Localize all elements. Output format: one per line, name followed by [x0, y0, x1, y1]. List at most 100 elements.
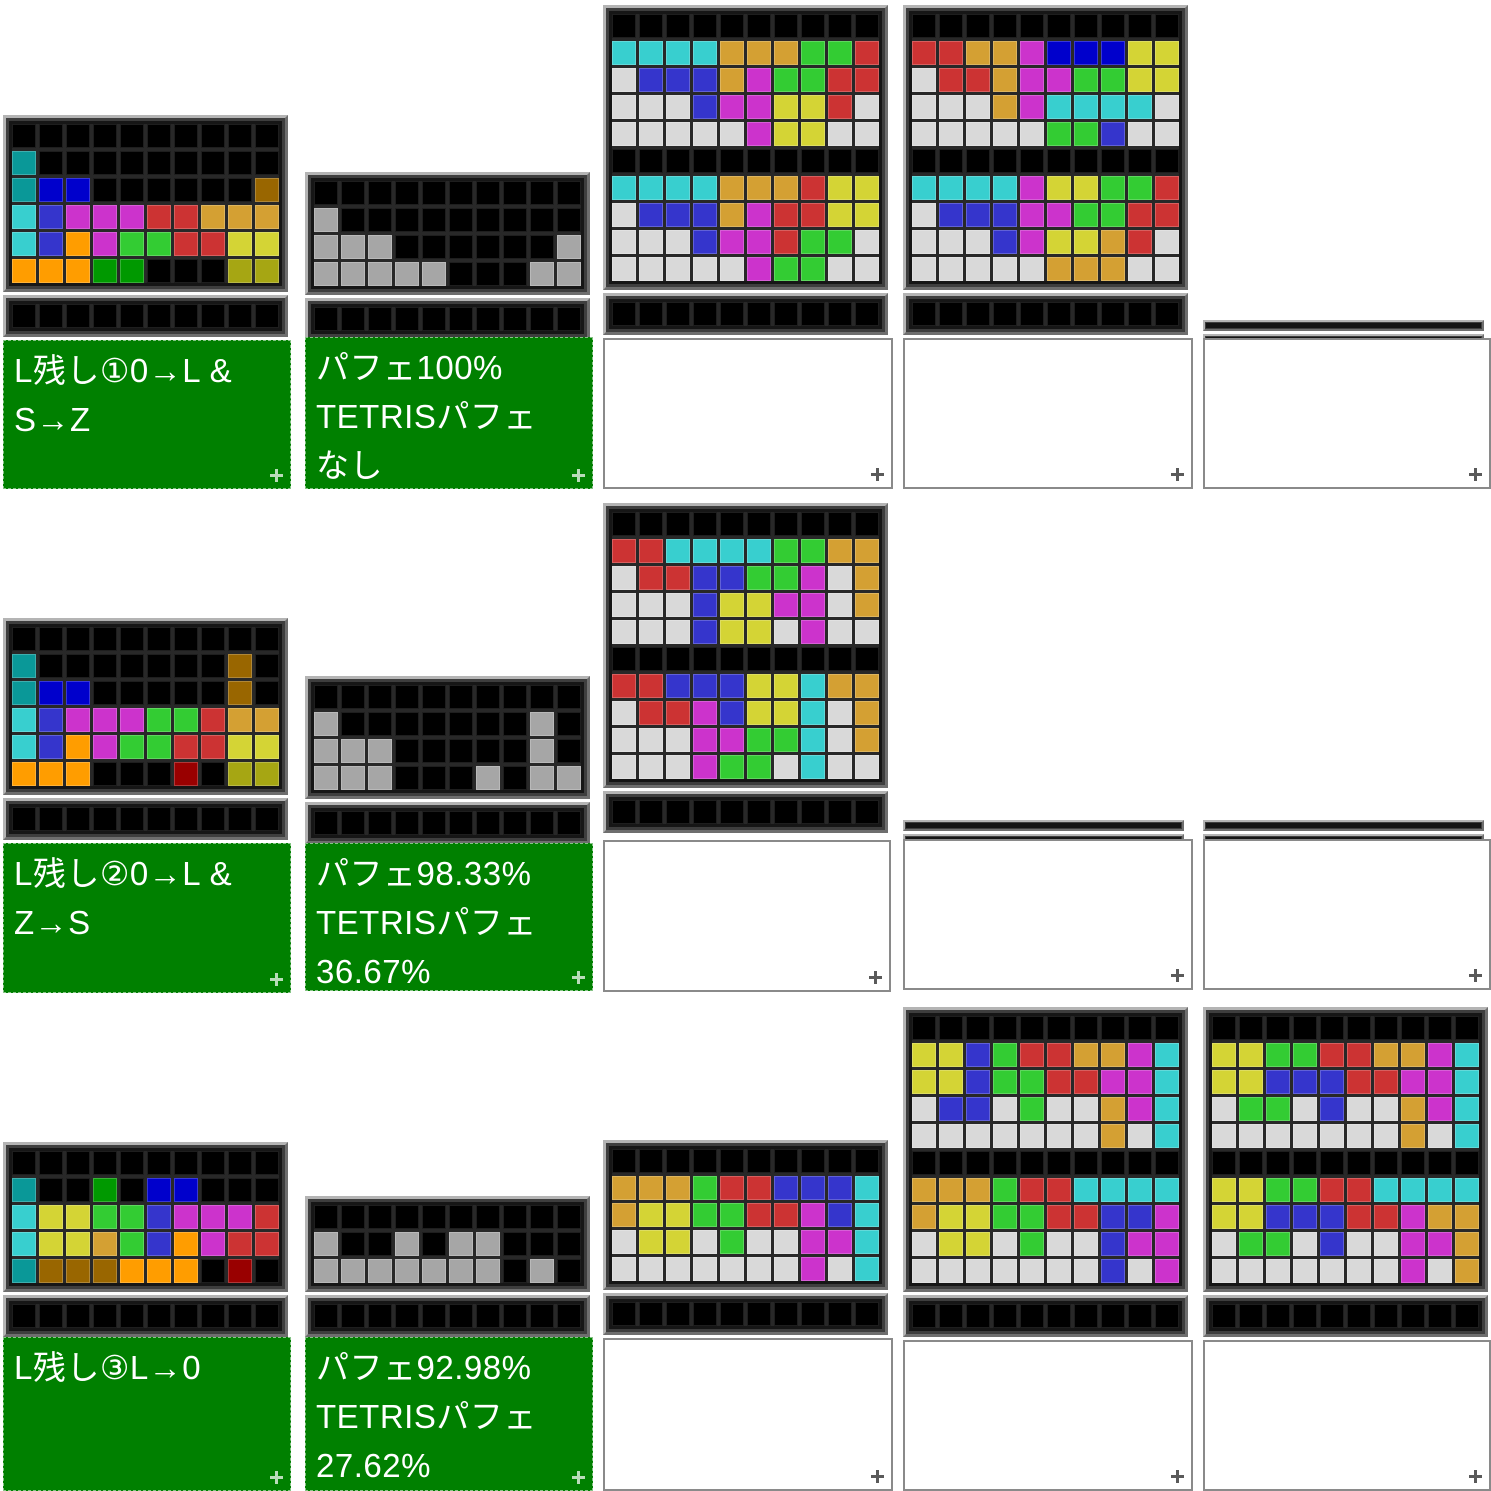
cell [939, 203, 963, 227]
cell [612, 1257, 636, 1281]
cell [1047, 122, 1071, 146]
cell [503, 685, 527, 709]
cell [801, 593, 825, 617]
cell [828, 149, 852, 173]
caption-row3-note-a[interactable] [603, 1338, 893, 1491]
cell [314, 235, 338, 259]
tetris-board-row3-variant-b[interactable] [903, 1007, 1188, 1337]
cell [828, 95, 852, 119]
cell [693, 203, 717, 227]
cell [174, 1178, 198, 1202]
cell [693, 620, 717, 644]
cell [39, 1151, 63, 1175]
board-bottom-strip-frame [603, 791, 888, 833]
cell [228, 124, 252, 148]
tetris-board-row1-start-color[interactable] [3, 115, 288, 337]
cell [939, 1205, 963, 1229]
cell [639, 1176, 663, 1200]
cell [774, 1257, 798, 1281]
caption-row2-note-c[interactable] [1203, 839, 1491, 990]
cell [12, 627, 36, 651]
cell [449, 1205, 473, 1229]
caption-row3-note-c[interactable] [1203, 1340, 1491, 1491]
cell [147, 259, 171, 283]
cell [66, 1259, 90, 1283]
cell [93, 735, 117, 759]
tetris-board-row2-remain-gray[interactable] [305, 676, 590, 844]
caption-row2-stats[interactable]: パフェ98.33% TETRISパフェ 36.67% [305, 843, 593, 991]
tetris-board-row1-remain-gray[interactable] [305, 172, 590, 340]
cell [720, 176, 744, 200]
tetris-board-row3-remain-gray[interactable] [305, 1196, 590, 1337]
cell [12, 708, 36, 732]
caption-row2-title[interactable]: L残し②0→L & Z→S [3, 843, 291, 993]
move-cursor-icon [1171, 468, 1184, 481]
tetris-board-row2-start-color[interactable] [3, 618, 288, 840]
cell [422, 766, 446, 790]
cell [939, 41, 963, 65]
caption-row1-note-a[interactable] [603, 338, 893, 489]
cell [93, 1151, 117, 1175]
cell [93, 151, 117, 175]
cell [66, 178, 90, 202]
cell [422, 1259, 446, 1283]
cell [174, 205, 198, 229]
board-grid [612, 1149, 879, 1281]
caption-row1-title[interactable]: L残し①0→L & S→Z [3, 340, 291, 489]
cell [666, 512, 690, 536]
caption-row3-note-b[interactable] [903, 1340, 1193, 1491]
cell [1374, 1205, 1398, 1229]
cell [801, 701, 825, 725]
cell [720, 620, 744, 644]
caption-row1-note-c[interactable] [1203, 338, 1491, 489]
cell [1239, 1043, 1263, 1067]
cell [774, 539, 798, 563]
caption-row1-note-b[interactable] [903, 338, 1193, 489]
cell [1320, 1097, 1344, 1121]
cell [912, 14, 936, 38]
cell [530, 1205, 554, 1229]
cell [255, 708, 279, 732]
tetris-board-row3-variant-c[interactable] [1203, 1007, 1488, 1337]
caption-row3-title[interactable]: L残し③L→0 [3, 1337, 291, 1491]
cell [201, 681, 225, 705]
cell [828, 755, 852, 779]
cell [693, 1230, 717, 1254]
cell [1320, 1259, 1344, 1283]
caption-row1-stats[interactable]: パフェ100% TETRISパフェ なし [305, 337, 593, 489]
cell [747, 539, 771, 563]
cell [120, 1151, 144, 1175]
cell [1101, 41, 1125, 65]
cell [228, 654, 252, 678]
cell [476, 766, 500, 790]
cell [666, 800, 690, 824]
cell [801, 95, 825, 119]
cell [557, 811, 581, 835]
caption-row3-stats[interactable]: パフェ92.98% TETRISパフェ 27.62% [305, 1337, 593, 1491]
tetris-board-row1-variant-b[interactable] [903, 5, 1188, 335]
cell [314, 1205, 338, 1229]
tetris-board-row2-variant-a[interactable] [603, 503, 888, 833]
tetris-board-row3-start-color[interactable] [3, 1142, 288, 1337]
cell [993, 257, 1017, 281]
tetris-board-row3-variant-a[interactable] [603, 1140, 888, 1335]
cell [1347, 1178, 1371, 1202]
cell [720, 701, 744, 725]
cell [449, 685, 473, 709]
cell [1155, 176, 1179, 200]
caption-row2-note-a[interactable] [603, 840, 891, 992]
cell [174, 124, 198, 148]
cell [1074, 95, 1098, 119]
cell [174, 1205, 198, 1229]
cell [828, 620, 852, 644]
tetris-board-row1-variant-a[interactable] [603, 5, 888, 335]
cell [174, 1151, 198, 1175]
cell [1155, 1124, 1179, 1148]
cell [720, 1203, 744, 1227]
cell [476, 685, 500, 709]
cell [855, 149, 879, 173]
cell [1401, 1070, 1425, 1094]
cell [93, 178, 117, 202]
cell [1374, 1232, 1398, 1256]
caption-row2-note-b[interactable] [903, 839, 1193, 990]
